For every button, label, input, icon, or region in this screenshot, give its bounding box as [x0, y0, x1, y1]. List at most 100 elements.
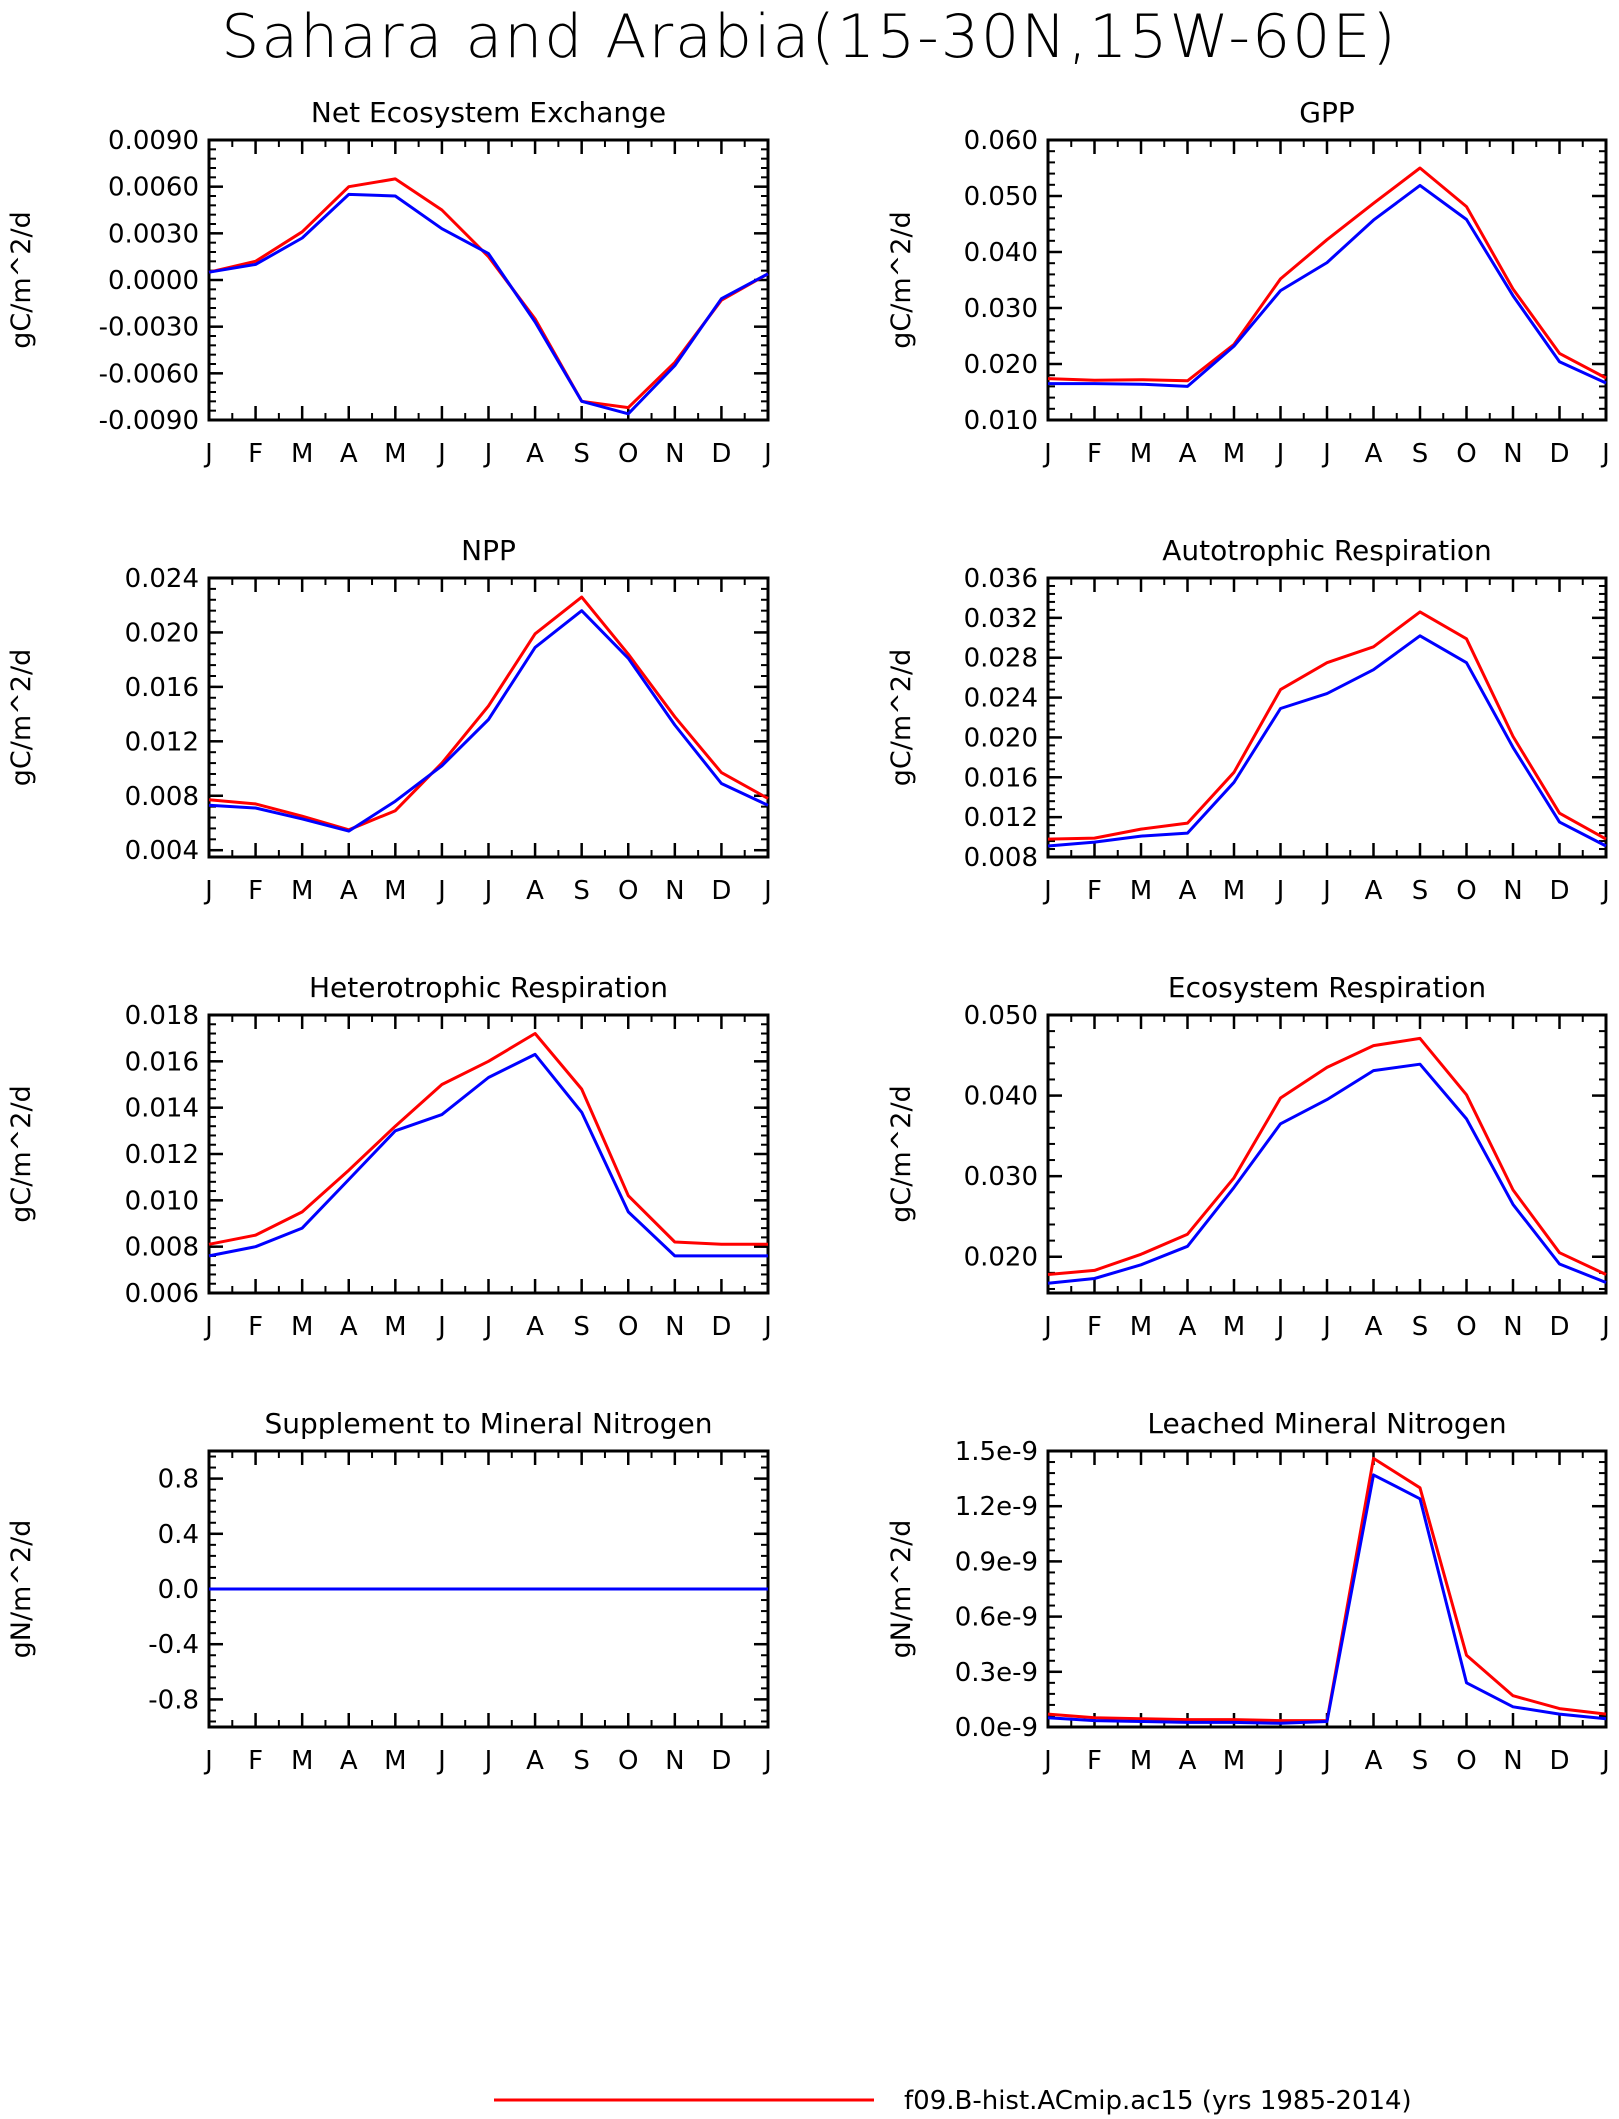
y-tick-label: -0.0090 — [99, 406, 199, 436]
y-tick-label: 0.016 — [964, 763, 1038, 793]
x-tick-label: M — [1130, 876, 1152, 906]
x-tick-label: D — [711, 439, 731, 469]
x-tick-label: M — [291, 876, 313, 906]
x-tick-label: M — [1223, 1312, 1245, 1342]
x-tick-label: J — [203, 1312, 213, 1342]
y-tick-label: 0.6e-9 — [955, 1603, 1038, 1633]
x-tick-label: J — [436, 876, 446, 906]
y-tick-label: 0.024 — [964, 684, 1038, 714]
x-tick-label: N — [1503, 876, 1522, 906]
x-tick-label: A — [340, 1312, 358, 1342]
series-line-2 — [208, 192, 769, 416]
x-tick-label: A — [1365, 439, 1383, 469]
y-axis-label: gC/m^2/d — [6, 649, 37, 786]
x-tick-label: J — [1321, 439, 1331, 469]
x-tick-label: M — [291, 1312, 313, 1342]
x-tick-label: F — [248, 876, 263, 906]
y-tick-label: 0.050 — [964, 182, 1038, 212]
y-tick-label: 0.030 — [964, 1162, 1038, 1192]
x-tick-label: D — [1549, 876, 1569, 906]
x-tick-label: S — [1412, 1746, 1429, 1776]
y-tick-label: 0.010 — [964, 406, 1038, 436]
x-tick-label: O — [618, 876, 638, 906]
x-tick-label: S — [573, 1312, 590, 1342]
x-tick-label: J — [1275, 1746, 1285, 1776]
y-axis-label: gC/m^2/d — [886, 649, 917, 786]
x-tick-label: J — [1600, 876, 1610, 906]
x-tick-label: M — [384, 1312, 406, 1342]
panel-title: Supplement to Mineral Nitrogen — [265, 1407, 713, 1440]
x-tick-label: J — [483, 439, 493, 469]
x-tick-label: M — [384, 1746, 406, 1776]
series-line-1 — [1047, 166, 1607, 383]
panel-title: Net Ecosystem Exchange — [311, 96, 666, 129]
x-tick-label: S — [1412, 439, 1429, 469]
x-tick-label: M — [384, 876, 406, 906]
x-tick-label: A — [340, 1746, 358, 1776]
x-tick-label: A — [1365, 1312, 1383, 1342]
x-tick-label: D — [1549, 439, 1569, 469]
y-tick-label: 0.008 — [125, 1233, 199, 1263]
series-line-2 — [1048, 183, 1607, 388]
x-tick-label: J — [483, 876, 493, 906]
x-tick-label: A — [1179, 439, 1197, 469]
x-tick-label: J — [1600, 1746, 1610, 1776]
x-tick-label: F — [248, 1746, 263, 1776]
x-tick-label: J — [1321, 876, 1331, 906]
plot-frame — [1046, 138, 1608, 422]
y-axis-label: gN/m^2/d — [886, 1520, 917, 1659]
x-tick-label: F — [1087, 1312, 1102, 1342]
x-tick-label: J — [1600, 439, 1610, 469]
x-tick-label: N — [665, 439, 684, 469]
series-line-2 — [208, 1052, 768, 1258]
legend: f09.B-hist.ACmip.ac15 (yrs 1985-2014) — [494, 2086, 1412, 2116]
x-tick-label: D — [711, 1746, 731, 1776]
plot-frame — [1046, 576, 1608, 859]
x-tick-label: J — [1275, 439, 1285, 469]
series-line-1 — [1047, 610, 1607, 841]
y-tick-label: 0.036 — [964, 564, 1038, 594]
y-tick-label: 0.020 — [964, 723, 1038, 753]
x-tick-label: F — [1087, 439, 1102, 469]
y-tick-label: 0.4 — [158, 1520, 199, 1550]
y-tick-label: 0.032 — [964, 604, 1038, 634]
legend-label: f09.B-hist.ACmip.ac15 (yrs 1985-2014) — [904, 2086, 1412, 2116]
x-tick-label: O — [618, 1312, 638, 1342]
x-tick-label: J — [1321, 1746, 1331, 1776]
x-tick-label: M — [1223, 439, 1245, 469]
y-tick-label: 0.0030 — [108, 219, 199, 249]
panel-title: NPP — [461, 534, 516, 567]
series-line-1 — [1047, 1036, 1607, 1276]
x-tick-label: J — [483, 1312, 493, 1342]
x-tick-label: S — [573, 1746, 590, 1776]
x-tick-label: S — [573, 439, 590, 469]
y-axis-label: gC/m^2/d — [6, 211, 37, 348]
x-tick-label: O — [1456, 876, 1476, 906]
x-tick-label: M — [291, 439, 313, 469]
x-tick-label: N — [665, 876, 684, 906]
x-tick-label: A — [526, 1312, 544, 1342]
x-tick-label: M — [1223, 876, 1245, 906]
x-tick-label: A — [526, 1746, 544, 1776]
y-tick-label: 0.020 — [964, 1243, 1038, 1273]
x-tick-label: J — [436, 1746, 446, 1776]
y-tick-label: 0.014 — [125, 1094, 199, 1124]
series-line-1 — [208, 177, 769, 410]
x-tick-label: O — [618, 439, 638, 469]
x-tick-label: O — [1456, 1746, 1476, 1776]
x-tick-label: D — [711, 1312, 731, 1342]
x-tick-label: A — [1365, 876, 1383, 906]
x-tick-label: S — [573, 876, 590, 906]
y-tick-label: 0.050 — [964, 1001, 1038, 1031]
x-tick-label: O — [618, 1746, 638, 1776]
x-tick-label: J — [203, 1746, 213, 1776]
y-tick-label: 0.3e-9 — [955, 1658, 1038, 1688]
y-tick-label: -0.4 — [148, 1630, 199, 1660]
x-tick-label: J — [203, 439, 213, 469]
y-axis-label: gN/m^2/d — [6, 1520, 37, 1659]
x-tick-label: D — [1549, 1746, 1569, 1776]
